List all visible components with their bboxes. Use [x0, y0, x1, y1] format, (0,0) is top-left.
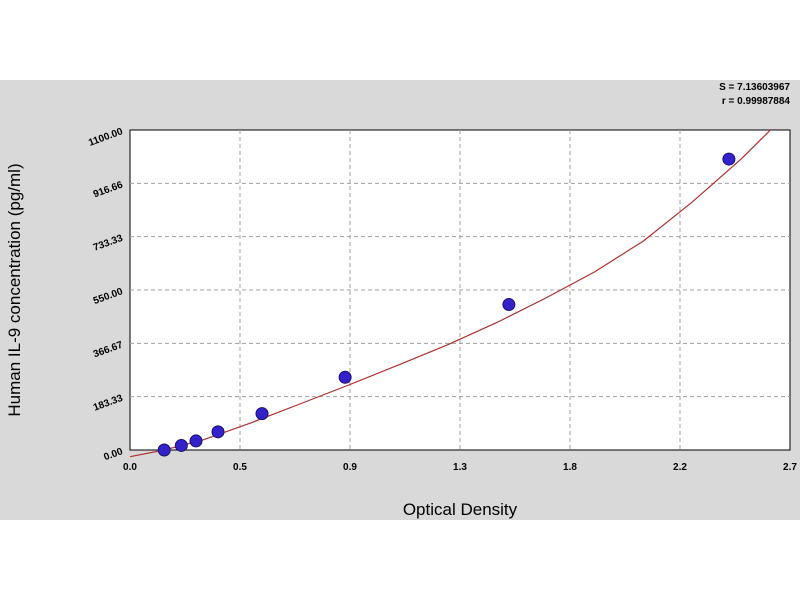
y-tick-label: 916.66: [92, 179, 125, 200]
y-axis-title: Human IL-9 concentration (pg/ml): [5, 163, 24, 416]
x-tick-label: 2.7: [783, 462, 797, 473]
y-tick-label: 0.00: [102, 446, 124, 463]
grid-lines: [130, 130, 790, 450]
y-tick-label: 1100.00: [87, 126, 125, 149]
data-point: [722, 152, 736, 166]
data-point: [174, 438, 188, 452]
x-tick-label: 1.8: [563, 462, 577, 473]
data-point: [255, 407, 269, 421]
fit-stat-r: r = 0.99987884: [722, 96, 791, 107]
y-tick-label: 183.33: [92, 393, 125, 414]
data-point: [338, 370, 352, 384]
x-tick-label: 2.2: [673, 462, 687, 473]
data-points: [157, 152, 736, 457]
data-point: [502, 298, 516, 312]
data-point: [189, 434, 203, 448]
x-axis-title: Optical Density: [403, 500, 518, 519]
data-point: [211, 425, 225, 439]
fit-stat-s: S = 7.13603967: [719, 82, 790, 93]
x-axis-ticks: 0.0 0.5 0.9 1.3 1.8 2.2 2.7: [123, 462, 797, 473]
y-tick-label: 366.67: [92, 339, 125, 360]
y-axis-ticks: 0.00 183.33 366.67 550.00 733.33 916.66 1100.0…: [87, 126, 125, 463]
x-tick-label: 0.0: [123, 462, 137, 473]
x-tick-label: 0.9: [343, 462, 357, 473]
y-tick-label: 550.00: [92, 286, 125, 307]
data-point: [157, 443, 171, 457]
y-tick-label: 733.33: [92, 233, 125, 254]
x-tick-label: 0.5: [233, 462, 247, 473]
x-tick-label: 1.3: [453, 462, 467, 473]
